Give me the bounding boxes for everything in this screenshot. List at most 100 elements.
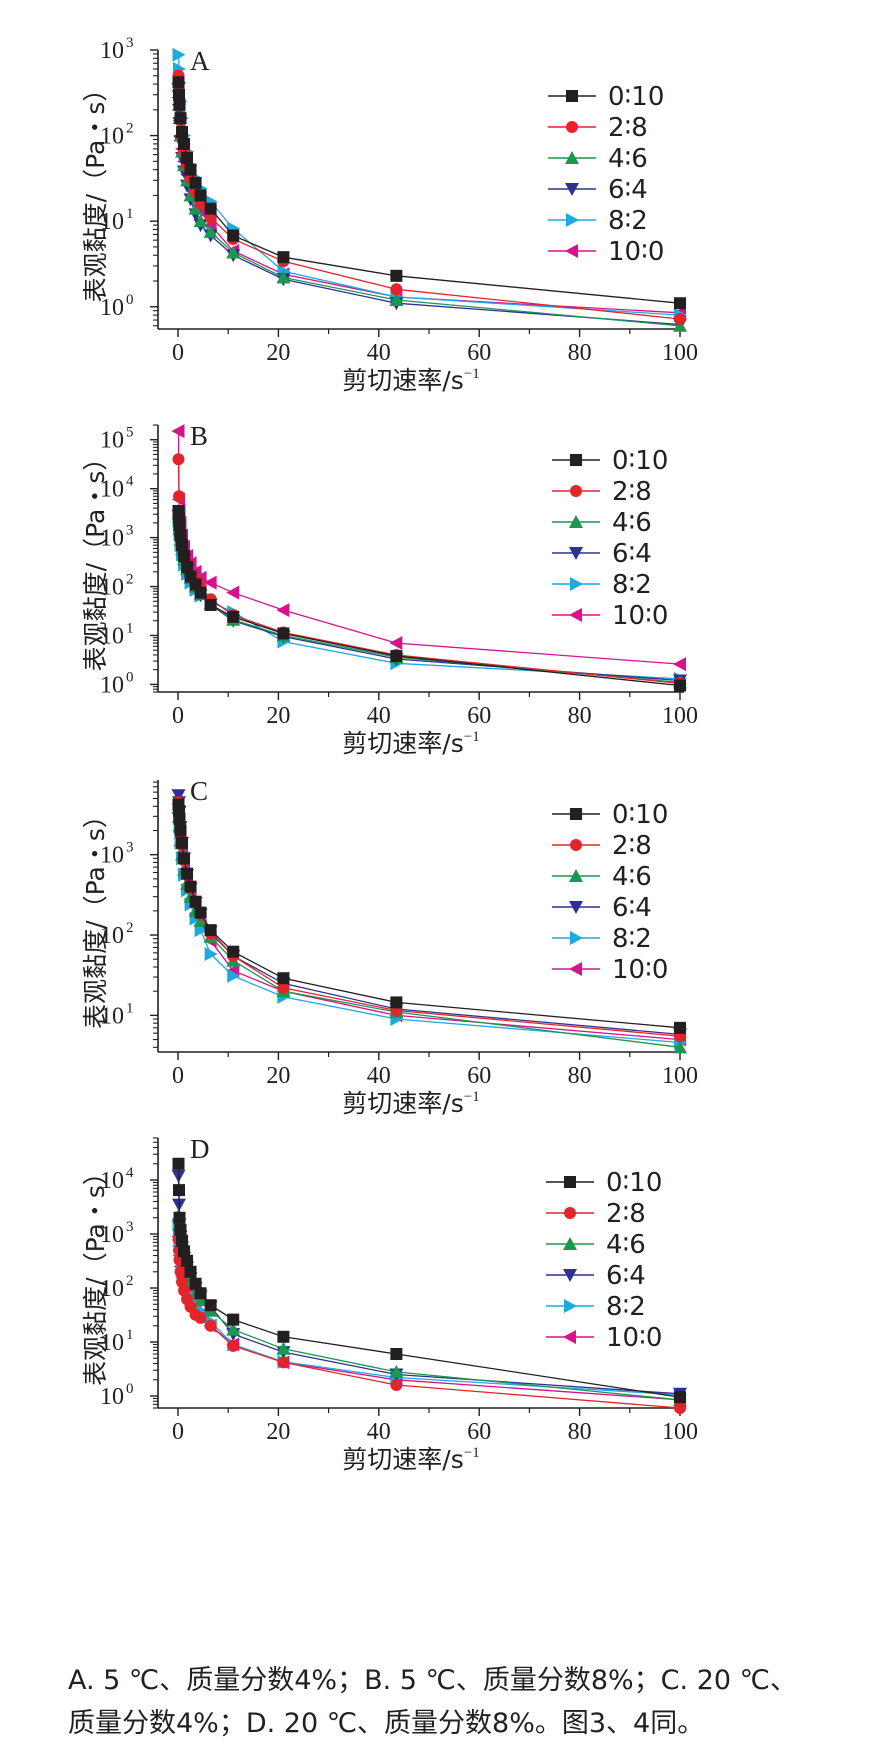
- data-point: [174, 1265, 187, 1278]
- y-tick-label: 10: [100, 923, 124, 949]
- data-point: [203, 224, 218, 238]
- y-axis-label: 表观黏度/（Pa・s）: [81, 77, 110, 303]
- legend-marker: [566, 213, 579, 227]
- data-point: [227, 945, 240, 958]
- data-point: [194, 906, 207, 919]
- legend: 0∶102∶84∶66∶48∶210∶0: [552, 446, 668, 631]
- legend-marker: [570, 839, 582, 851]
- legend-marker: [570, 577, 583, 591]
- y-tick-exponent: 3: [126, 840, 134, 856]
- legend-marker: [565, 151, 579, 164]
- x-axis-label-exponent: −1: [464, 1445, 480, 1461]
- y-axis-label: 表观黏度/（Pa・s）: [81, 803, 110, 1029]
- x-tick-label: 100: [662, 1063, 698, 1089]
- legend-marker: [569, 962, 582, 976]
- series-line: [177, 82, 681, 304]
- legend-label: 8∶2: [612, 570, 652, 600]
- data-point: [204, 1299, 217, 1312]
- series-line: [177, 804, 681, 1029]
- legend-label: 10∶0: [606, 1323, 662, 1353]
- x-tick-label: 80: [568, 1419, 592, 1445]
- series-line: [177, 88, 681, 326]
- series-0∶10: [172, 1157, 686, 1404]
- data-point: [227, 1313, 240, 1326]
- legend-marker: [569, 869, 583, 882]
- legend-marker: [566, 121, 578, 133]
- x-axis-label-exponent: −1: [464, 1089, 480, 1105]
- data-point: [227, 1339, 240, 1352]
- x-tick-label: 40: [367, 703, 391, 729]
- x-tick-label: 0: [172, 340, 184, 366]
- data-point: [204, 1319, 217, 1332]
- data-point: [174, 112, 187, 125]
- legend: 0∶102∶84∶66∶48∶210∶0: [546, 1168, 662, 1353]
- x-axis-label: 剪切速率/s−1: [342, 366, 479, 395]
- caption-line-2: 质量分数4%；D. 20 ℃、质量分数8%。图3、4同。: [68, 1708, 705, 1739]
- x-tick-label: 60: [467, 1063, 491, 1089]
- legend-label: 4∶6: [612, 862, 652, 892]
- data-point: [176, 836, 189, 849]
- x-tick-label: 60: [467, 340, 491, 366]
- data-point: [277, 981, 290, 994]
- series-line: [177, 806, 681, 1044]
- caption-line-1: A. 5 ℃、质量分数4%；B. 5 ℃、质量分数8%；C. 20 ℃、: [68, 1665, 797, 1696]
- panel-label: C: [190, 776, 208, 806]
- series-0∶10: [172, 504, 686, 692]
- data-point: [389, 1364, 404, 1378]
- data-point: [176, 126, 189, 139]
- legend-label: 0∶10: [608, 82, 664, 112]
- data-point: [189, 176, 202, 189]
- legend-label: 10∶0: [612, 955, 668, 985]
- data-point: [204, 947, 218, 962]
- legend-label: 2∶8: [608, 113, 648, 143]
- x-tick-label: 60: [467, 703, 491, 729]
- x-tick-label: 0: [172, 703, 184, 729]
- x-tick-label: 20: [266, 1063, 290, 1089]
- y-tick-label: 10: [100, 1276, 124, 1302]
- panel-label: B: [190, 421, 208, 451]
- y-tick-exponent: 0: [126, 669, 134, 685]
- series-line: [177, 97, 681, 314]
- legend-label: 2∶8: [612, 831, 652, 861]
- x-axis-label: 剪切速率/s−1: [342, 729, 479, 758]
- y-tick-label: 10: [100, 1222, 124, 1248]
- data-point: [674, 1021, 686, 1034]
- data-point: [172, 76, 185, 89]
- data-point: [226, 1322, 241, 1336]
- y-tick-exponent: 3: [126, 523, 134, 539]
- series-line: [177, 518, 681, 680]
- y-tick-exponent: 0: [126, 1381, 134, 1397]
- y-tick-label: 10: [100, 209, 124, 235]
- data-point: [188, 201, 203, 215]
- panel-label: A: [190, 46, 210, 76]
- series-line: [177, 514, 681, 684]
- data-point: [390, 269, 403, 282]
- x-tick-label: 100: [662, 340, 698, 366]
- legend-marker: [564, 1176, 576, 1188]
- series-6∶4: [171, 789, 687, 1042]
- data-point: [173, 490, 186, 503]
- data-point: [173, 519, 186, 532]
- legend: 0∶102∶84∶66∶48∶210∶0: [552, 800, 668, 985]
- data-point: [227, 968, 241, 983]
- data-point: [390, 1378, 403, 1391]
- x-tick-label: 0: [172, 1063, 184, 1089]
- x-tick-label: 80: [568, 340, 592, 366]
- y-tick-exponent: 1: [126, 1000, 134, 1016]
- y-tick-exponent: 3: [126, 35, 134, 51]
- data-point: [226, 245, 241, 259]
- series-line: [177, 1163, 681, 1398]
- y-tick-exponent: 4: [126, 474, 134, 490]
- series-line: [177, 515, 681, 682]
- data-point: [674, 297, 686, 310]
- data-point: [174, 1223, 187, 1236]
- data-point: [178, 1245, 191, 1258]
- x-axis-label-exponent: −1: [464, 729, 480, 745]
- data-point: [174, 529, 187, 542]
- y-tick-exponent: 3: [126, 1219, 134, 1235]
- legend-label: 2∶8: [612, 477, 652, 507]
- data-point: [184, 1265, 197, 1278]
- data-point: [178, 137, 191, 150]
